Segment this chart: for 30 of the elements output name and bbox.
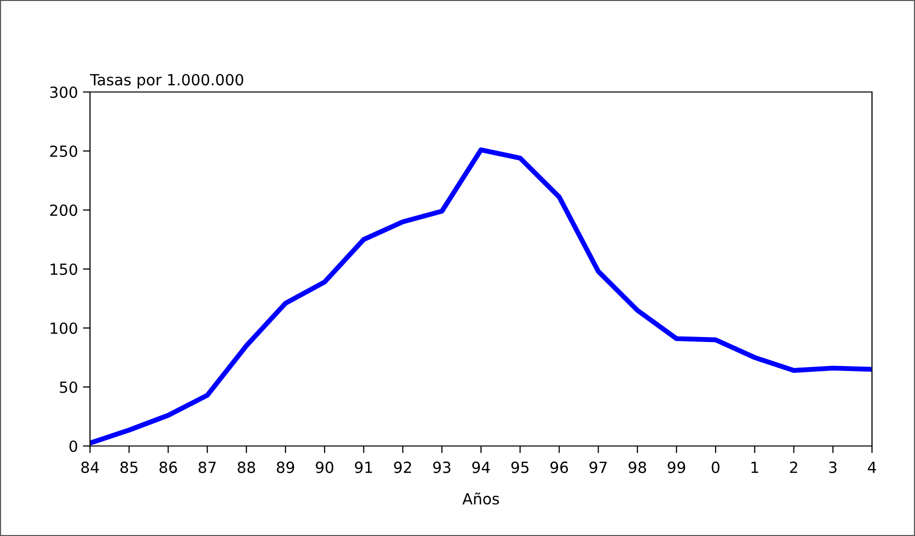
y-tick-label: 200 bbox=[50, 204, 78, 216]
x-tick-label: 99 bbox=[668, 462, 686, 474]
x-tick-label: 96 bbox=[550, 462, 568, 474]
x-tick-label: 92 bbox=[394, 462, 411, 474]
x-tick-label: 87 bbox=[198, 462, 216, 474]
x-axis-title: Años bbox=[462, 492, 499, 505]
x-tick-label: 88 bbox=[238, 462, 256, 474]
x-tick-label: 94 bbox=[472, 462, 490, 474]
x-tick-label: 91 bbox=[354, 462, 372, 474]
y-tick-label: 150 bbox=[50, 263, 78, 276]
x-tick-label: 1 bbox=[752, 462, 758, 473]
x-tick-label: 90 bbox=[316, 462, 334, 474]
y-axis-title: Tasas por 1.000.000 bbox=[90, 74, 244, 88]
x-tick-label: 93 bbox=[433, 462, 450, 474]
y-tick-label: 300 bbox=[50, 86, 78, 98]
y-tick-label: 250 bbox=[50, 145, 78, 158]
x-tick-label: 95 bbox=[511, 462, 528, 474]
x-tick-label: 85 bbox=[120, 462, 138, 474]
y-tick-label: 50 bbox=[60, 381, 78, 394]
x-tick-label: 89 bbox=[276, 462, 294, 474]
x-tick-label: 84 bbox=[81, 462, 99, 474]
x-tick-label: 97 bbox=[590, 462, 607, 474]
y-tick-label: 0 bbox=[69, 440, 78, 452]
x-tick-label: 3 bbox=[829, 462, 837, 474]
y-tick-label: 100 bbox=[50, 322, 78, 334]
x-tick-label: 86 bbox=[160, 462, 177, 474]
x-tick-label: 4 bbox=[868, 462, 876, 473]
x-tick-label: 2 bbox=[790, 462, 798, 473]
x-tick-label: 98 bbox=[628, 462, 646, 474]
x-tick-label: 0 bbox=[712, 462, 720, 474]
